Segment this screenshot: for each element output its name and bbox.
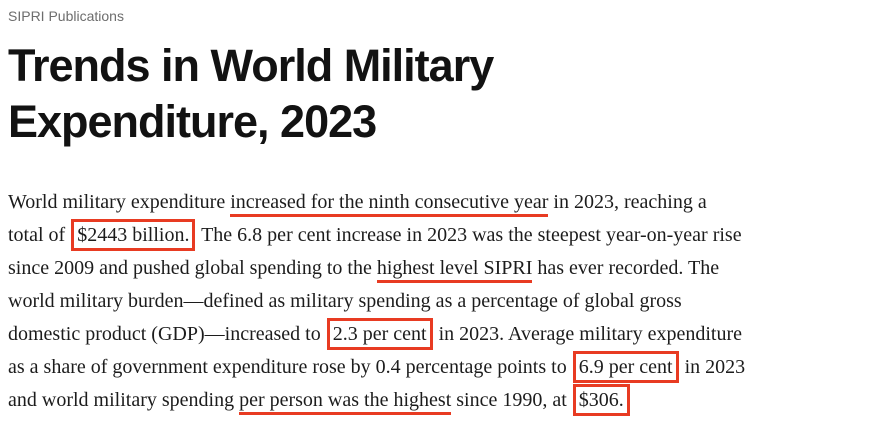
red-box-annotation: 2.3 per cent [326,318,433,350]
paragraph-line: as a share of government expenditure ros… [8,351,862,384]
text-segment: since 1990, at [451,389,572,411]
red-underline-annotation: highest level SIPRI [376,257,533,283]
text-segment: has ever recorded. The [532,257,720,279]
red-box-annotation: $306. [572,384,630,416]
text-segment: in 2023, reaching a [548,191,707,213]
page-title-line2: Expenditure, 2023 [8,96,377,147]
text-segment: in 2023 [679,356,746,378]
paragraph-line: total of $2443 billion. The 6.8 per cent… [8,219,862,252]
text-segment: world military burden—defined as militar… [8,290,682,312]
text-segment: total of [8,224,71,246]
text-segment: and world military spending [8,389,240,411]
publications-eyebrow: SIPRI Publications [8,8,124,24]
text-segment: domestic product (GDP)—increased to [8,323,326,345]
page-title: Trends in World Military Expenditure, 20… [8,38,862,150]
paragraph-line: domestic product (GDP)—increased to 2.3 … [8,318,862,351]
text-segment: in 2023. Average military expenditure [433,323,742,345]
paragraph-line: since 2009 and pushed global spending to… [8,252,862,285]
text-segment: The 6.8 per cent increase in 2023 was th… [196,224,742,246]
paragraph-line: world military burden—defined as militar… [8,285,862,318]
page-title-line1: Trends in World Military [8,40,494,91]
paragraph-line: World military expenditure increased for… [8,186,862,219]
paragraph-line: and world military spending per person w… [8,384,862,417]
red-box-annotation: 6.9 per cent [572,351,679,383]
red-box-annotation: $2443 billion. [71,219,196,251]
red-underline-annotation: increased for the ninth consecutive year [230,191,549,217]
red-underline-annotation: per person was the highest [239,389,452,415]
article-paragraph: World military expenditure increased for… [8,186,862,417]
text-segment: since 2009 and pushed global spending to… [8,257,377,279]
text-segment: as a share of government expenditure ros… [8,356,572,378]
text-segment: World military expenditure [8,191,231,213]
